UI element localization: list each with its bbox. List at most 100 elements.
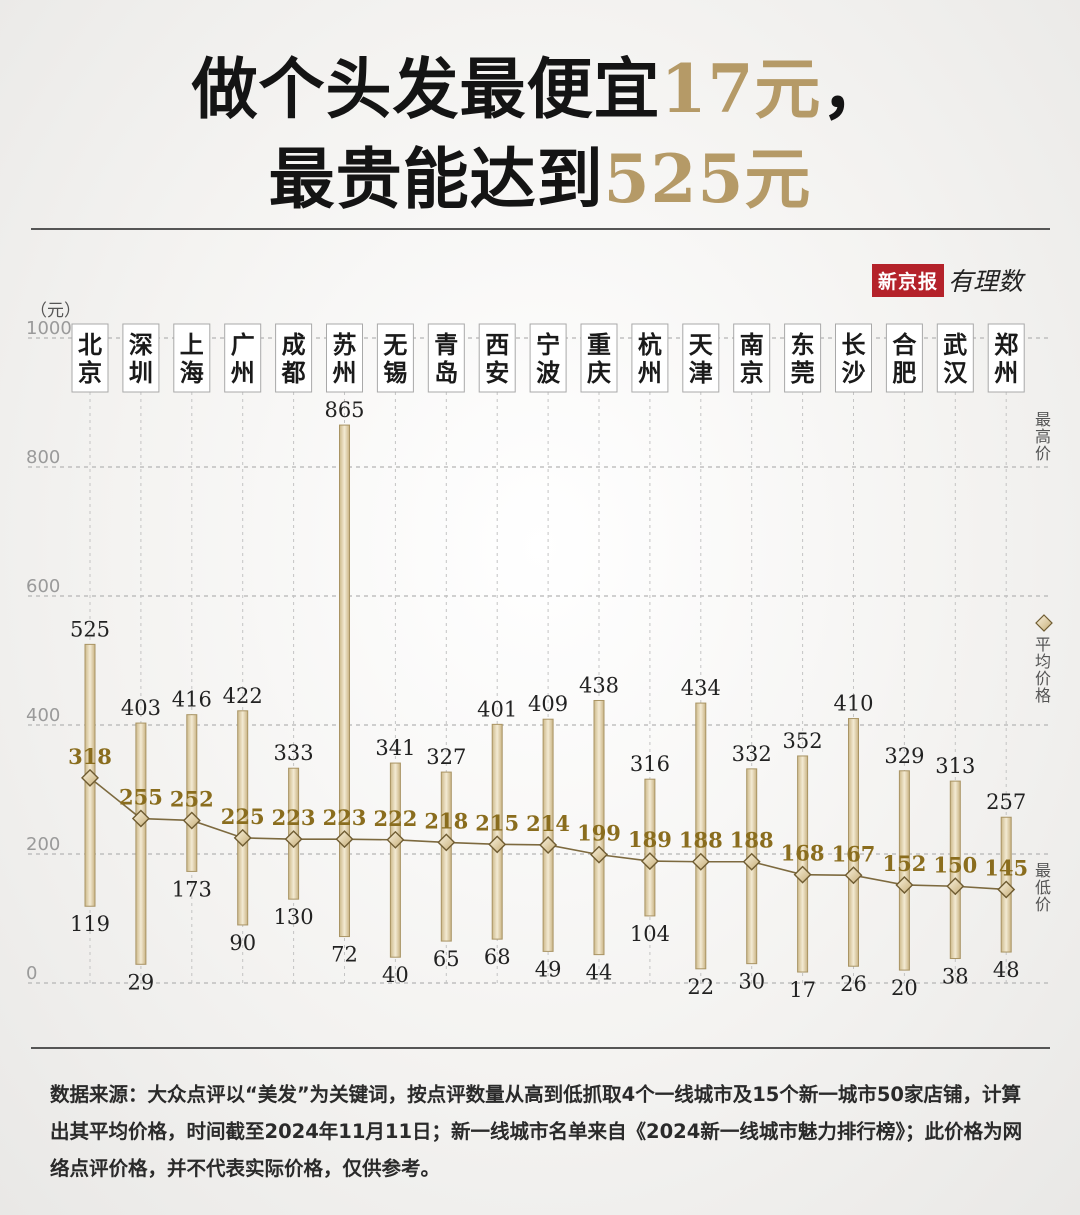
category-label-char: 沙 (842, 358, 866, 387)
category-label-char: 汉 (943, 358, 968, 387)
category-label-char: 南 (740, 330, 764, 359)
max-value-label: 403 (121, 696, 161, 720)
legend-avg-label: 均 (1035, 652, 1051, 671)
category-box (784, 323, 822, 393)
y-tick-label: 800 (26, 447, 60, 468)
min-value-label: 49 (535, 957, 562, 981)
min-value-label: 104 (630, 922, 670, 946)
max-value-label: 434 (681, 676, 721, 700)
range-bar (440, 771, 452, 942)
max-value-label: 257 (986, 790, 1026, 814)
legend-max-label: 价 (1035, 444, 1051, 463)
category-label-char: 波 (536, 358, 561, 387)
min-value-label: 119 (70, 912, 110, 936)
avg-value-label: 168 (781, 841, 825, 866)
legend-min-label: 最 (1035, 861, 1051, 880)
min-value-label: 26 (840, 972, 867, 996)
y-tick-label: 0 (26, 963, 37, 984)
max-value-label: 410 (833, 692, 873, 716)
brand-logo: 新京报 有理数 (872, 263, 1024, 297)
legend-min-label: 低 (1035, 878, 1051, 897)
y-tick-label: 400 (26, 705, 60, 726)
min-value-label: 130 (274, 905, 314, 929)
avg-value-label: 318 (68, 744, 112, 769)
max-value-label: 316 (630, 752, 670, 776)
category-box (631, 323, 669, 393)
max-value-label: 401 (477, 697, 517, 721)
average-marker (539, 835, 558, 854)
category-label-char: 安 (485, 358, 509, 387)
title-line1-suffix: ， (821, 50, 889, 128)
range-bar (949, 780, 961, 959)
min-value-label: 40 (382, 963, 409, 987)
category-box (936, 323, 974, 393)
category-label-char: 州 (994, 358, 1018, 387)
min-value-label: 173 (172, 877, 212, 901)
category-label-char: 苏 (333, 330, 357, 359)
y-tick-label: 200 (26, 834, 60, 855)
avg-value-label: 150 (933, 852, 977, 877)
min-value-label: 38 (942, 964, 969, 988)
range-bar (339, 424, 350, 938)
category-box (885, 323, 923, 393)
brand-sub: 有理数 (948, 267, 1024, 296)
average-marker (284, 830, 303, 849)
category-label-char: 海 (180, 358, 204, 387)
average-marker (233, 828, 252, 847)
range-bar (898, 770, 910, 971)
category-label-char: 州 (231, 358, 255, 387)
min-value-label: 90 (229, 931, 256, 955)
category-label-char: 无 (383, 330, 407, 359)
top-divider (31, 228, 1050, 230)
avg-value-label: 189 (628, 827, 672, 852)
legend-max-label: 最 (1035, 410, 1051, 429)
value-labels-layer: 5251193184032925541617325242290225333130… (68, 398, 1028, 1002)
average-marker (691, 852, 710, 871)
avg-value-label: 152 (882, 851, 926, 876)
category-label-char: 合 (892, 330, 917, 359)
avg-value-label: 199 (577, 821, 621, 846)
category-label-char: 圳 (129, 358, 153, 387)
max-value-label: 409 (528, 692, 568, 716)
bottom-divider (31, 1047, 1050, 1049)
category-label-char: 都 (281, 358, 306, 387)
max-value-label: 525 (70, 617, 110, 641)
category-label-char: 京 (740, 358, 764, 387)
range-bar (644, 778, 656, 917)
category-label-char: 西 (485, 330, 509, 359)
average-marker (640, 852, 659, 871)
range-bar (135, 722, 147, 965)
avg-value-label: 188 (679, 828, 723, 853)
range-bar (797, 755, 809, 973)
max-value-label: 352 (783, 729, 823, 753)
min-value-label: 65 (433, 947, 460, 971)
average-line-layer (81, 768, 1016, 899)
range-bar (593, 699, 605, 956)
y-axis-label: （元） (30, 301, 81, 321)
title-line2-highlight: 525元 (603, 140, 812, 218)
average-marker (590, 845, 608, 864)
title-line1-highlight: 17元 (660, 50, 822, 128)
avg-value-label: 145 (984, 855, 1028, 880)
category-box (835, 323, 872, 393)
range-bar (389, 762, 401, 958)
max-value-label: 332 (732, 742, 772, 766)
avg-value-label: 223 (323, 805, 367, 830)
min-value-label: 22 (687, 975, 714, 999)
category-label-char: 津 (689, 358, 713, 387)
average-marker (131, 809, 150, 828)
category-label-char: 上 (180, 330, 204, 359)
category-label-char: 肥 (892, 358, 916, 387)
range-bar (848, 718, 859, 967)
average-marker (997, 880, 1016, 899)
average-marker (335, 830, 354, 849)
average-marker (386, 830, 405, 849)
avg-value-label: 218 (424, 808, 468, 833)
category-box (580, 323, 618, 393)
category-label-char: 州 (333, 358, 357, 387)
category-label-char: 长 (842, 330, 867, 359)
avg-value-label: 167 (832, 841, 876, 866)
max-value-label: 416 (172, 688, 212, 712)
